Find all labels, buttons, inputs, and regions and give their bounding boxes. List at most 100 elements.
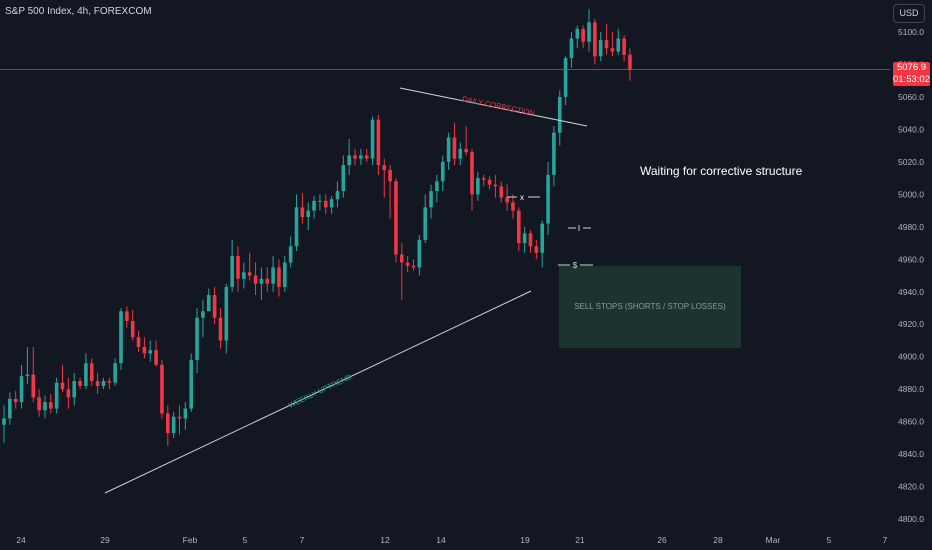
candle-body[interactable] — [593, 22, 597, 57]
candle-body[interactable] — [417, 239, 422, 268]
candle-body[interactable] — [464, 148, 468, 153]
candle-body[interactable] — [312, 200, 316, 211]
candle-body[interactable] — [277, 267, 281, 287]
candle-body[interactable] — [31, 374, 36, 398]
candle-body[interactable] — [487, 179, 492, 185]
candle-body[interactable] — [171, 416, 176, 434]
candle-body[interactable] — [323, 200, 328, 208]
candle-body[interactable] — [610, 48, 615, 52]
candle-body[interactable] — [581, 28, 585, 42]
candle-body[interactable] — [423, 207, 427, 240]
candle-body[interactable] — [411, 265, 416, 268]
candle-body[interactable] — [329, 199, 334, 208]
candle-body[interactable] — [552, 132, 556, 175]
price-scale[interactable]: 5100.05080.05060.05040.05020.05000.04980… — [898, 27, 924, 524]
candle-body[interactable] — [283, 262, 287, 287]
candle-body[interactable] — [622, 38, 626, 55]
candle-body[interactable] — [493, 184, 498, 187]
candle-body[interactable] — [125, 311, 129, 321]
candle-body[interactable] — [13, 398, 18, 403]
candle-body[interactable] — [440, 161, 445, 182]
candle-body[interactable] — [388, 169, 392, 182]
candle-body[interactable] — [2, 418, 6, 425]
candle-body[interactable] — [382, 165, 387, 170]
candle-body[interactable] — [195, 317, 199, 360]
candle-body[interactable] — [230, 256, 234, 287]
candle-body[interactable] — [300, 207, 305, 218]
candle-body[interactable] — [107, 381, 112, 383]
candle-body[interactable] — [60, 382, 65, 390]
candle-body[interactable] — [628, 54, 632, 70]
currency-badge[interactable]: USD — [893, 4, 925, 23]
candle-body[interactable] — [435, 181, 439, 192]
candle-body[interactable] — [183, 408, 188, 419]
candle-body[interactable] — [306, 210, 310, 218]
candle-body[interactable] — [598, 40, 603, 57]
candle-body[interactable] — [49, 402, 53, 409]
candle-body[interactable] — [136, 337, 141, 347]
candle-body[interactable] — [353, 155, 357, 159]
candle-body[interactable] — [224, 286, 229, 341]
candle-body[interactable] — [476, 178, 480, 195]
candle-body[interactable] — [25, 374, 30, 377]
candle-body[interactable] — [259, 278, 264, 284]
candle-body[interactable] — [101, 381, 106, 386]
weekly-uptrend-trendline[interactable] — [104, 290, 532, 494]
candle-body[interactable] — [242, 272, 246, 279]
candle-body[interactable] — [19, 376, 24, 403]
candle-body[interactable] — [113, 363, 117, 383]
candle-body[interactable] — [148, 350, 153, 354]
candle-body[interactable] — [446, 137, 451, 162]
candle-body[interactable] — [236, 256, 240, 279]
candle-body[interactable] — [341, 165, 346, 192]
candle-body[interactable] — [37, 397, 41, 411]
candle-body[interactable] — [201, 311, 205, 318]
candle-body[interactable] — [271, 267, 275, 284]
candle-body[interactable] — [364, 155, 369, 159]
candle-body[interactable] — [130, 320, 135, 338]
time-scale[interactable]: 24 29 Feb 5 7 12 14 19 21 26 28 Mar 5 7 — [16, 535, 887, 545]
candle-body[interactable] — [517, 210, 521, 244]
candle-body[interactable] — [505, 197, 509, 203]
candle-body[interactable] — [253, 275, 258, 284]
candle-body[interactable] — [528, 233, 533, 247]
candle-body[interactable] — [499, 186, 504, 198]
candle-body[interactable] — [546, 174, 550, 224]
candle-body[interactable] — [166, 413, 170, 434]
candle-body[interactable] — [376, 119, 381, 166]
candle-body[interactable] — [43, 402, 47, 411]
candle-body[interactable] — [89, 363, 94, 382]
candle-body[interactable] — [359, 155, 363, 159]
candle-body[interactable] — [394, 181, 398, 255]
candle-body[interactable] — [569, 38, 574, 58]
candle-body[interactable] — [511, 202, 515, 211]
candle-body[interactable] — [265, 278, 270, 284]
candle-body[interactable] — [458, 148, 463, 159]
candle-body[interactable] — [54, 382, 59, 409]
candle-body[interactable] — [481, 178, 486, 180]
candle-body[interactable] — [335, 191, 340, 200]
candle-body[interactable] — [540, 223, 544, 253]
candle-body[interactable] — [72, 381, 76, 398]
candle-body[interactable] — [66, 389, 71, 398]
candle-body[interactable] — [212, 295, 217, 318]
candle-body[interactable] — [400, 254, 404, 263]
candle-body[interactable] — [370, 119, 375, 159]
candle-body[interactable] — [177, 416, 182, 419]
candle-body[interactable] — [142, 346, 147, 354]
candle-body[interactable] — [247, 272, 252, 276]
candle-body[interactable] — [154, 350, 158, 365]
candle-body[interactable] — [587, 22, 591, 42]
candle-body[interactable] — [470, 152, 474, 195]
candle-body[interactable] — [84, 363, 88, 386]
daily-correction-trendline[interactable] — [399, 87, 588, 127]
candle-body[interactable] — [534, 246, 539, 253]
candle-body[interactable] — [616, 38, 621, 52]
candle-body[interactable] — [206, 295, 211, 312]
candle-body[interactable] — [8, 398, 12, 419]
candle-body[interactable] — [522, 233, 527, 244]
candle-body[interactable] — [78, 381, 82, 386]
candle-body[interactable] — [218, 317, 223, 341]
candle-body[interactable] — [160, 364, 164, 414]
